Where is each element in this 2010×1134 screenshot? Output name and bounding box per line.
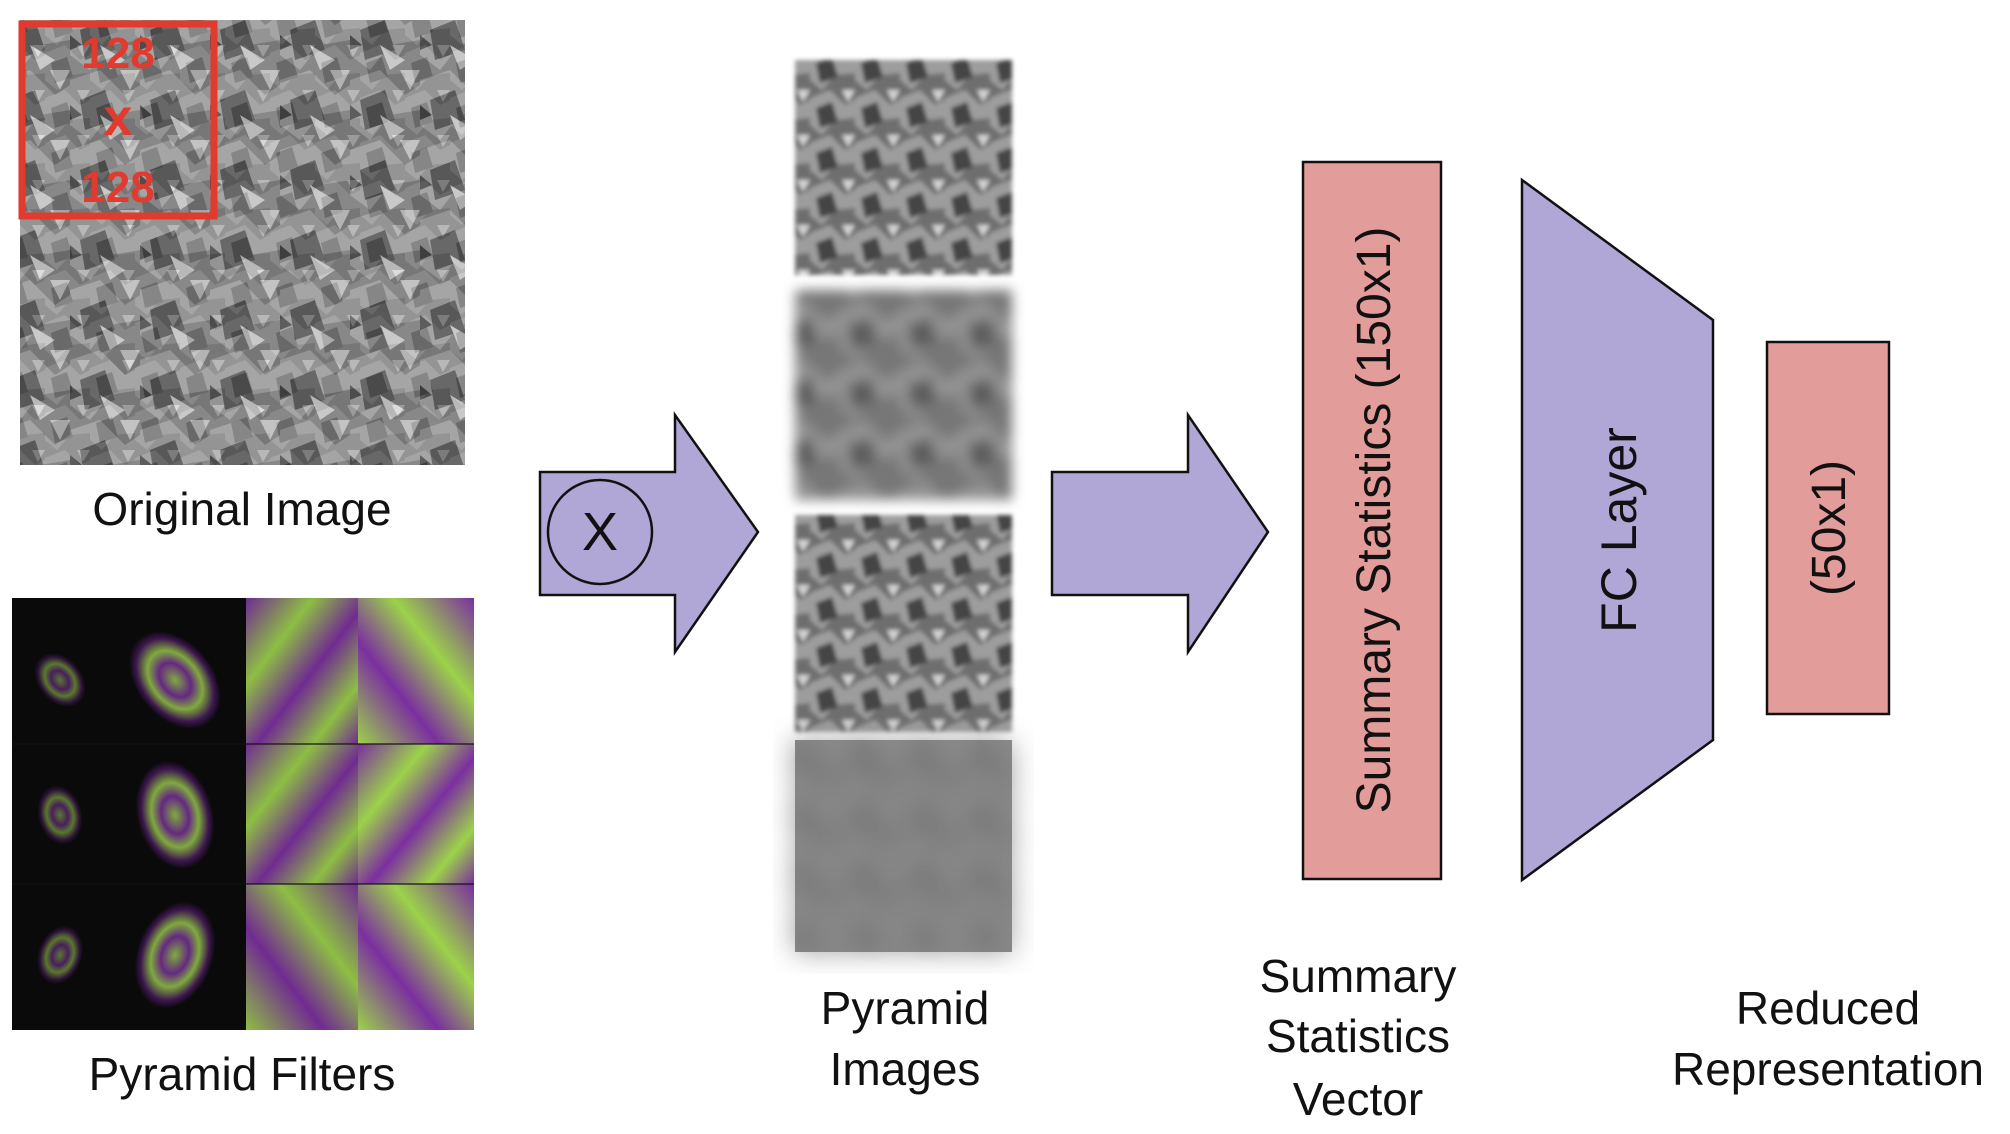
pyramid-filters-label: Pyramid Filters <box>89 1048 396 1100</box>
reduced-caption-line2: Representation <box>1672 1043 1984 1095</box>
original-image-label: Original Image <box>92 483 391 535</box>
summary-statistics-box <box>1301 160 1443 881</box>
convolve-symbol: X <box>582 502 618 562</box>
pyramid-image-level-2 <box>795 290 1012 500</box>
fc-layer-shape <box>1520 177 1715 883</box>
pyramid-images-label-line1: Pyramid <box>821 982 990 1034</box>
crop-label-width: 128 <box>81 29 154 78</box>
pyramid-image-level-1 <box>795 60 1012 275</box>
pyramid-images-stack <box>795 60 1012 952</box>
crop-label-times: x <box>104 89 133 147</box>
statistics-arrow <box>1050 410 1270 657</box>
pyramid-filters-image <box>12 598 474 1030</box>
convolve-circle <box>546 478 654 586</box>
pyramid-image-level-3 <box>795 515 1012 732</box>
summary-statistics-box-text: Summary Statistics (150x1) <box>1348 227 1401 814</box>
convolve-arrow <box>538 411 760 657</box>
fc-layer-text: FC Layer <box>1591 427 1647 633</box>
summary-caption-line3: Vector <box>1293 1073 1423 1125</box>
reduced-caption-line1: Reduced <box>1736 982 1920 1034</box>
crop-box <box>18 20 218 220</box>
pyramid-image-level-4 <box>795 740 1012 952</box>
reduced-representation-box <box>1765 340 1891 716</box>
summary-caption-line1: Summary <box>1260 950 1457 1002</box>
original-image: 128 x 128 <box>18 20 465 465</box>
reduced-representation-box-text: (50x1) <box>1803 460 1856 596</box>
pyramid-images-label-line2: Images <box>830 1043 981 1095</box>
summary-caption-line2: Statistics <box>1266 1010 1450 1062</box>
crop-label-height: 128 <box>81 163 154 212</box>
